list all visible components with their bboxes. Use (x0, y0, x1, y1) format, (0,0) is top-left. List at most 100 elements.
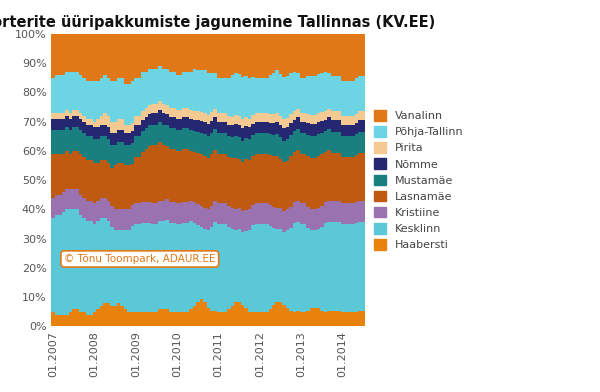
Bar (172, 34, 176, 73)
Bar (93, 34, 96, 81)
Bar (265, 224, 269, 312)
Bar (320, 206, 324, 227)
Bar (331, 201, 334, 222)
Bar (217, 78, 220, 113)
Bar (255, 154, 258, 203)
Bar (100, 34, 103, 78)
Bar (158, 122, 162, 142)
Bar (96, 139, 100, 163)
Bar (230, 75, 234, 117)
Bar (107, 163, 110, 201)
Bar (137, 312, 141, 326)
Bar (96, 119, 100, 127)
Bar (224, 122, 227, 133)
Bar (52, 131, 55, 154)
Bar (317, 207, 320, 229)
Bar (227, 136, 230, 157)
Bar (203, 302, 206, 326)
Bar (251, 135, 255, 156)
Bar (79, 215, 82, 312)
Bar (100, 136, 103, 160)
Bar (206, 136, 210, 158)
Bar (283, 232, 286, 305)
Bar (269, 205, 272, 226)
Bar (62, 34, 65, 75)
Bar (217, 122, 220, 133)
Bar (324, 202, 327, 223)
Bar (196, 225, 200, 302)
Bar (107, 139, 110, 163)
Bar (52, 34, 55, 78)
Bar (289, 123, 293, 135)
Bar (258, 224, 262, 312)
Bar (79, 195, 82, 215)
Bar (72, 209, 76, 309)
Bar (151, 224, 155, 312)
Bar (151, 69, 155, 104)
Bar (265, 78, 269, 113)
Bar (265, 133, 269, 154)
Bar (96, 309, 100, 326)
Bar (151, 104, 155, 113)
Bar (162, 201, 165, 221)
Bar (55, 131, 58, 154)
Bar (82, 157, 86, 198)
Bar (172, 202, 176, 223)
Bar (362, 120, 365, 132)
Bar (86, 136, 89, 160)
Bar (121, 230, 124, 306)
Bar (203, 134, 206, 156)
Bar (127, 34, 131, 83)
Bar (55, 314, 58, 326)
Bar (351, 312, 355, 326)
Bar (234, 230, 238, 302)
Bar (141, 223, 145, 312)
Bar (251, 77, 255, 115)
Bar (251, 205, 255, 225)
Bar (58, 215, 62, 314)
Bar (145, 117, 148, 129)
Bar (244, 138, 248, 159)
Bar (93, 139, 96, 163)
Bar (255, 203, 258, 224)
Bar (327, 150, 331, 201)
Bar (107, 201, 110, 221)
Bar (348, 81, 351, 116)
Bar (203, 156, 206, 207)
Bar (313, 209, 317, 230)
Bar (310, 308, 313, 326)
Bar (172, 149, 176, 202)
Bar (258, 34, 262, 78)
Bar (131, 312, 134, 326)
Bar (169, 117, 172, 129)
Bar (334, 222, 337, 311)
Bar (79, 113, 82, 119)
Bar (131, 131, 134, 143)
Bar (89, 160, 93, 201)
Bar (255, 312, 258, 326)
Bar (210, 206, 214, 227)
Bar (52, 78, 55, 113)
Bar (203, 229, 206, 302)
Bar (272, 114, 275, 123)
Bar (334, 111, 337, 120)
Bar (244, 126, 248, 138)
Bar (272, 34, 275, 73)
Bar (351, 203, 355, 224)
Bar (155, 312, 158, 326)
Bar (117, 131, 121, 142)
Bar (200, 122, 203, 133)
Bar (103, 303, 107, 326)
Bar (121, 78, 124, 119)
Bar (358, 34, 362, 76)
Bar (275, 71, 279, 113)
Bar (206, 73, 210, 115)
Bar (255, 113, 258, 122)
Bar (193, 111, 196, 120)
Bar (269, 155, 272, 205)
Bar (62, 314, 65, 326)
Bar (275, 302, 279, 326)
Bar (307, 207, 310, 228)
Bar (324, 131, 327, 152)
Bar (65, 116, 69, 127)
